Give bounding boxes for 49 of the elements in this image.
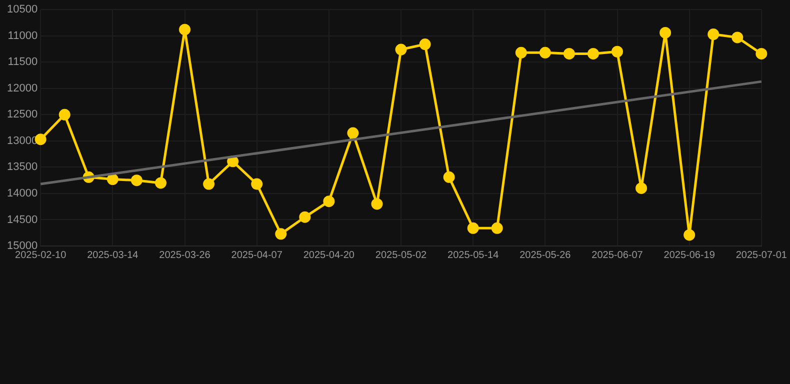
point <box>106 174 118 186</box>
y-tick-label: 14000 <box>6 188 38 200</box>
point <box>251 178 263 190</box>
point <box>443 171 455 183</box>
point <box>708 28 720 40</box>
y-tick-label: 12000 <box>6 82 38 94</box>
x-tick-label: 2025-07-01 <box>736 250 788 261</box>
x-tick-label: 2025-06-07 <box>592 250 644 261</box>
x-tick-label: 2025-04-20 <box>303 250 355 261</box>
point <box>732 32 744 44</box>
x-tick-label: 2025-03-14 <box>87 250 139 261</box>
point <box>587 48 599 60</box>
point <box>467 222 479 234</box>
point <box>58 108 70 120</box>
y-tick-label: 13500 <box>6 161 38 174</box>
point <box>539 46 551 58</box>
point <box>419 38 431 50</box>
point <box>660 26 672 38</box>
point <box>684 229 696 241</box>
point <box>563 48 575 60</box>
y-tick-label: 11500 <box>8 56 38 68</box>
point <box>130 174 142 186</box>
x-tick-label: 2025-05-14 <box>448 250 500 261</box>
y-tick-label: 11000 <box>8 30 38 42</box>
point <box>299 211 311 223</box>
point <box>636 182 648 194</box>
point <box>347 127 359 139</box>
y-tick-label: 12500 <box>6 108 38 121</box>
point <box>227 156 239 168</box>
point <box>371 198 383 210</box>
point <box>491 222 503 234</box>
y-tick-label: 14500 <box>6 214 38 226</box>
x-tick-label: 2025-06-19 <box>664 250 716 261</box>
point <box>203 178 215 190</box>
point <box>756 48 768 60</box>
x-tick-label: 2025-05-02 <box>375 250 428 261</box>
x-tick-label: 2025-02-10 <box>15 250 67 261</box>
x-tick-label: 2025-05-26 <box>520 250 572 261</box>
x-tick-label: 2025-03-26 <box>159 250 211 261</box>
point <box>179 24 191 36</box>
point <box>154 177 166 189</box>
y-tick-label: 10500 <box>6 4 38 16</box>
point <box>395 44 407 56</box>
point <box>515 46 527 58</box>
x-tick-label: 2025-04-07 <box>231 250 283 261</box>
y-tick-label: 15000 <box>6 240 38 252</box>
point <box>323 196 335 208</box>
point <box>612 46 624 58</box>
point <box>275 228 287 240</box>
